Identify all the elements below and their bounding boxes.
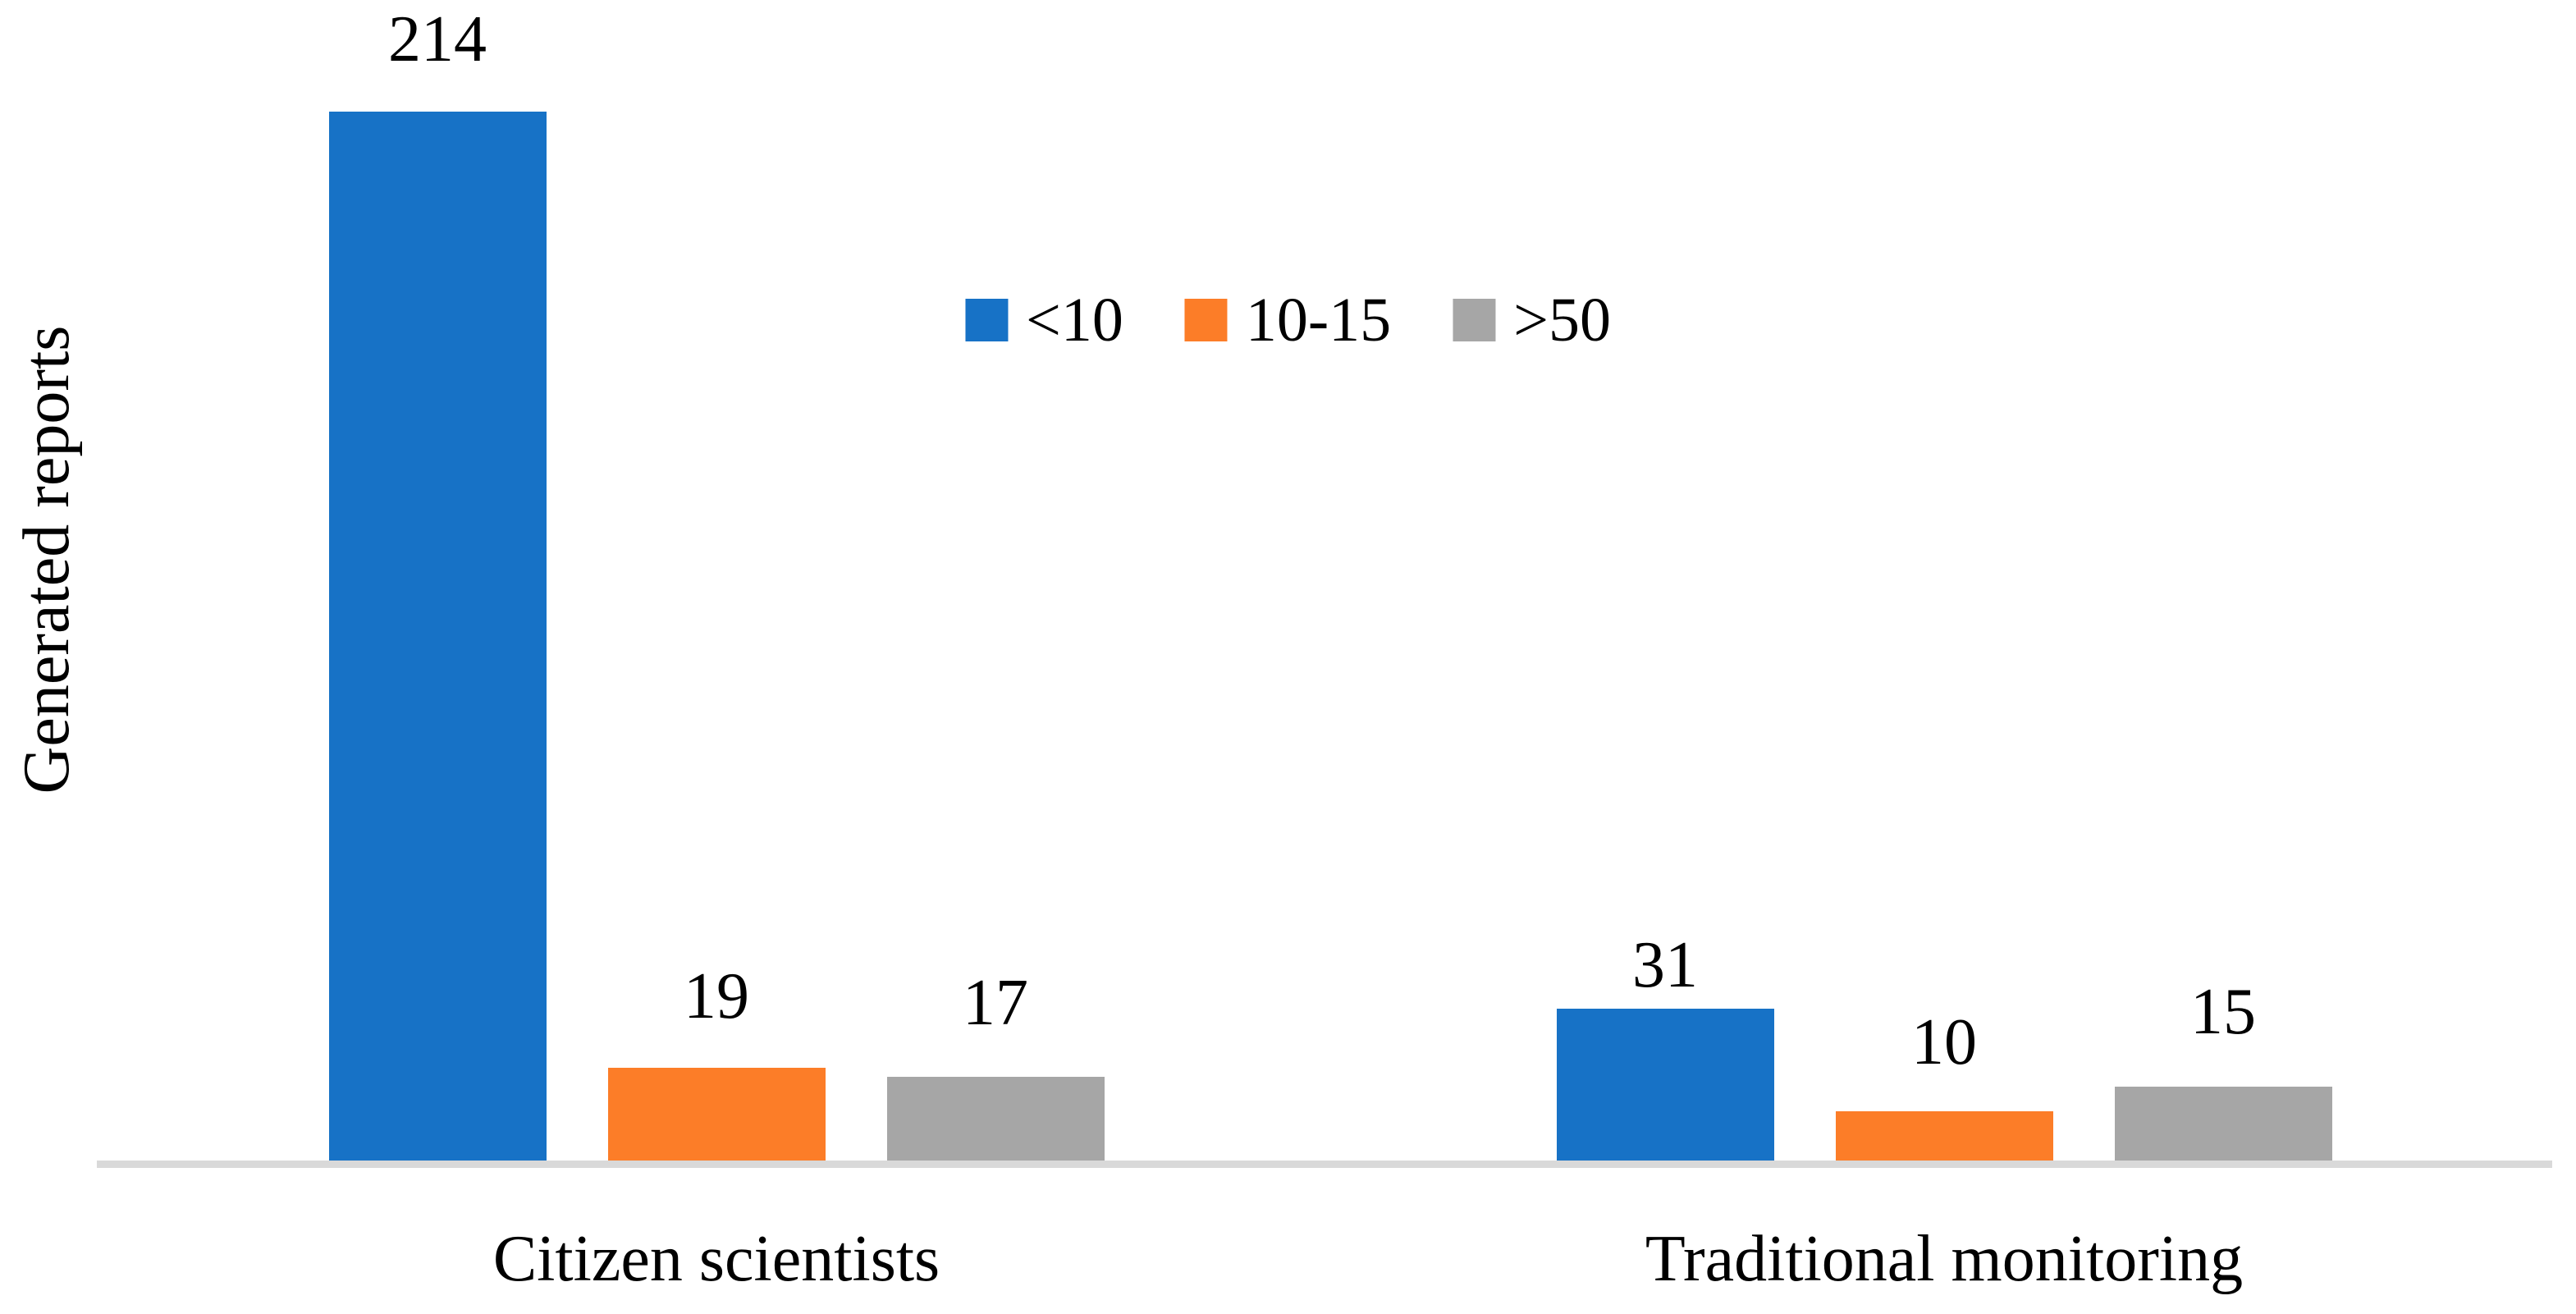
legend-item-0: <10: [964, 286, 1123, 355]
category-label: Traditional monitoring: [1645, 1223, 2244, 1295]
bar-value-label: 15: [2190, 976, 2256, 1048]
bar-segment: [329, 112, 547, 1161]
bar-value-label: 10: [1911, 1006, 1977, 1078]
legend-item-1: 10-15: [1184, 286, 1392, 355]
bar-value-label: 214: [388, 3, 487, 76]
bar-segment: [887, 1077, 1105, 1161]
legend-swatch-icon: [1184, 299, 1228, 341]
legend: <10 10-15 >50: [964, 286, 1611, 355]
legend-label: >50: [1513, 286, 1612, 355]
bar-value-label: 19: [684, 960, 749, 1032]
legend-label: 10-15: [1245, 286, 1392, 355]
bar-segment: [1836, 1111, 2053, 1161]
legend-swatch-icon: [964, 299, 1008, 341]
x-axis-line: [97, 1161, 2552, 1168]
bar-value-label: 17: [963, 967, 1028, 1039]
legend-swatch-icon: [1453, 299, 1496, 341]
bar-value-label: 31: [1632, 929, 1698, 1001]
y-axis-title: Generated reports: [11, 325, 83, 794]
legend-label: <10: [1025, 286, 1123, 355]
legend-item-2: >50: [1453, 289, 1611, 351]
bar-segment: [2115, 1087, 2332, 1161]
category-label: Citizen scientists: [492, 1223, 940, 1295]
bar-segment: [608, 1068, 826, 1161]
bar-segment: [1557, 1009, 1774, 1161]
